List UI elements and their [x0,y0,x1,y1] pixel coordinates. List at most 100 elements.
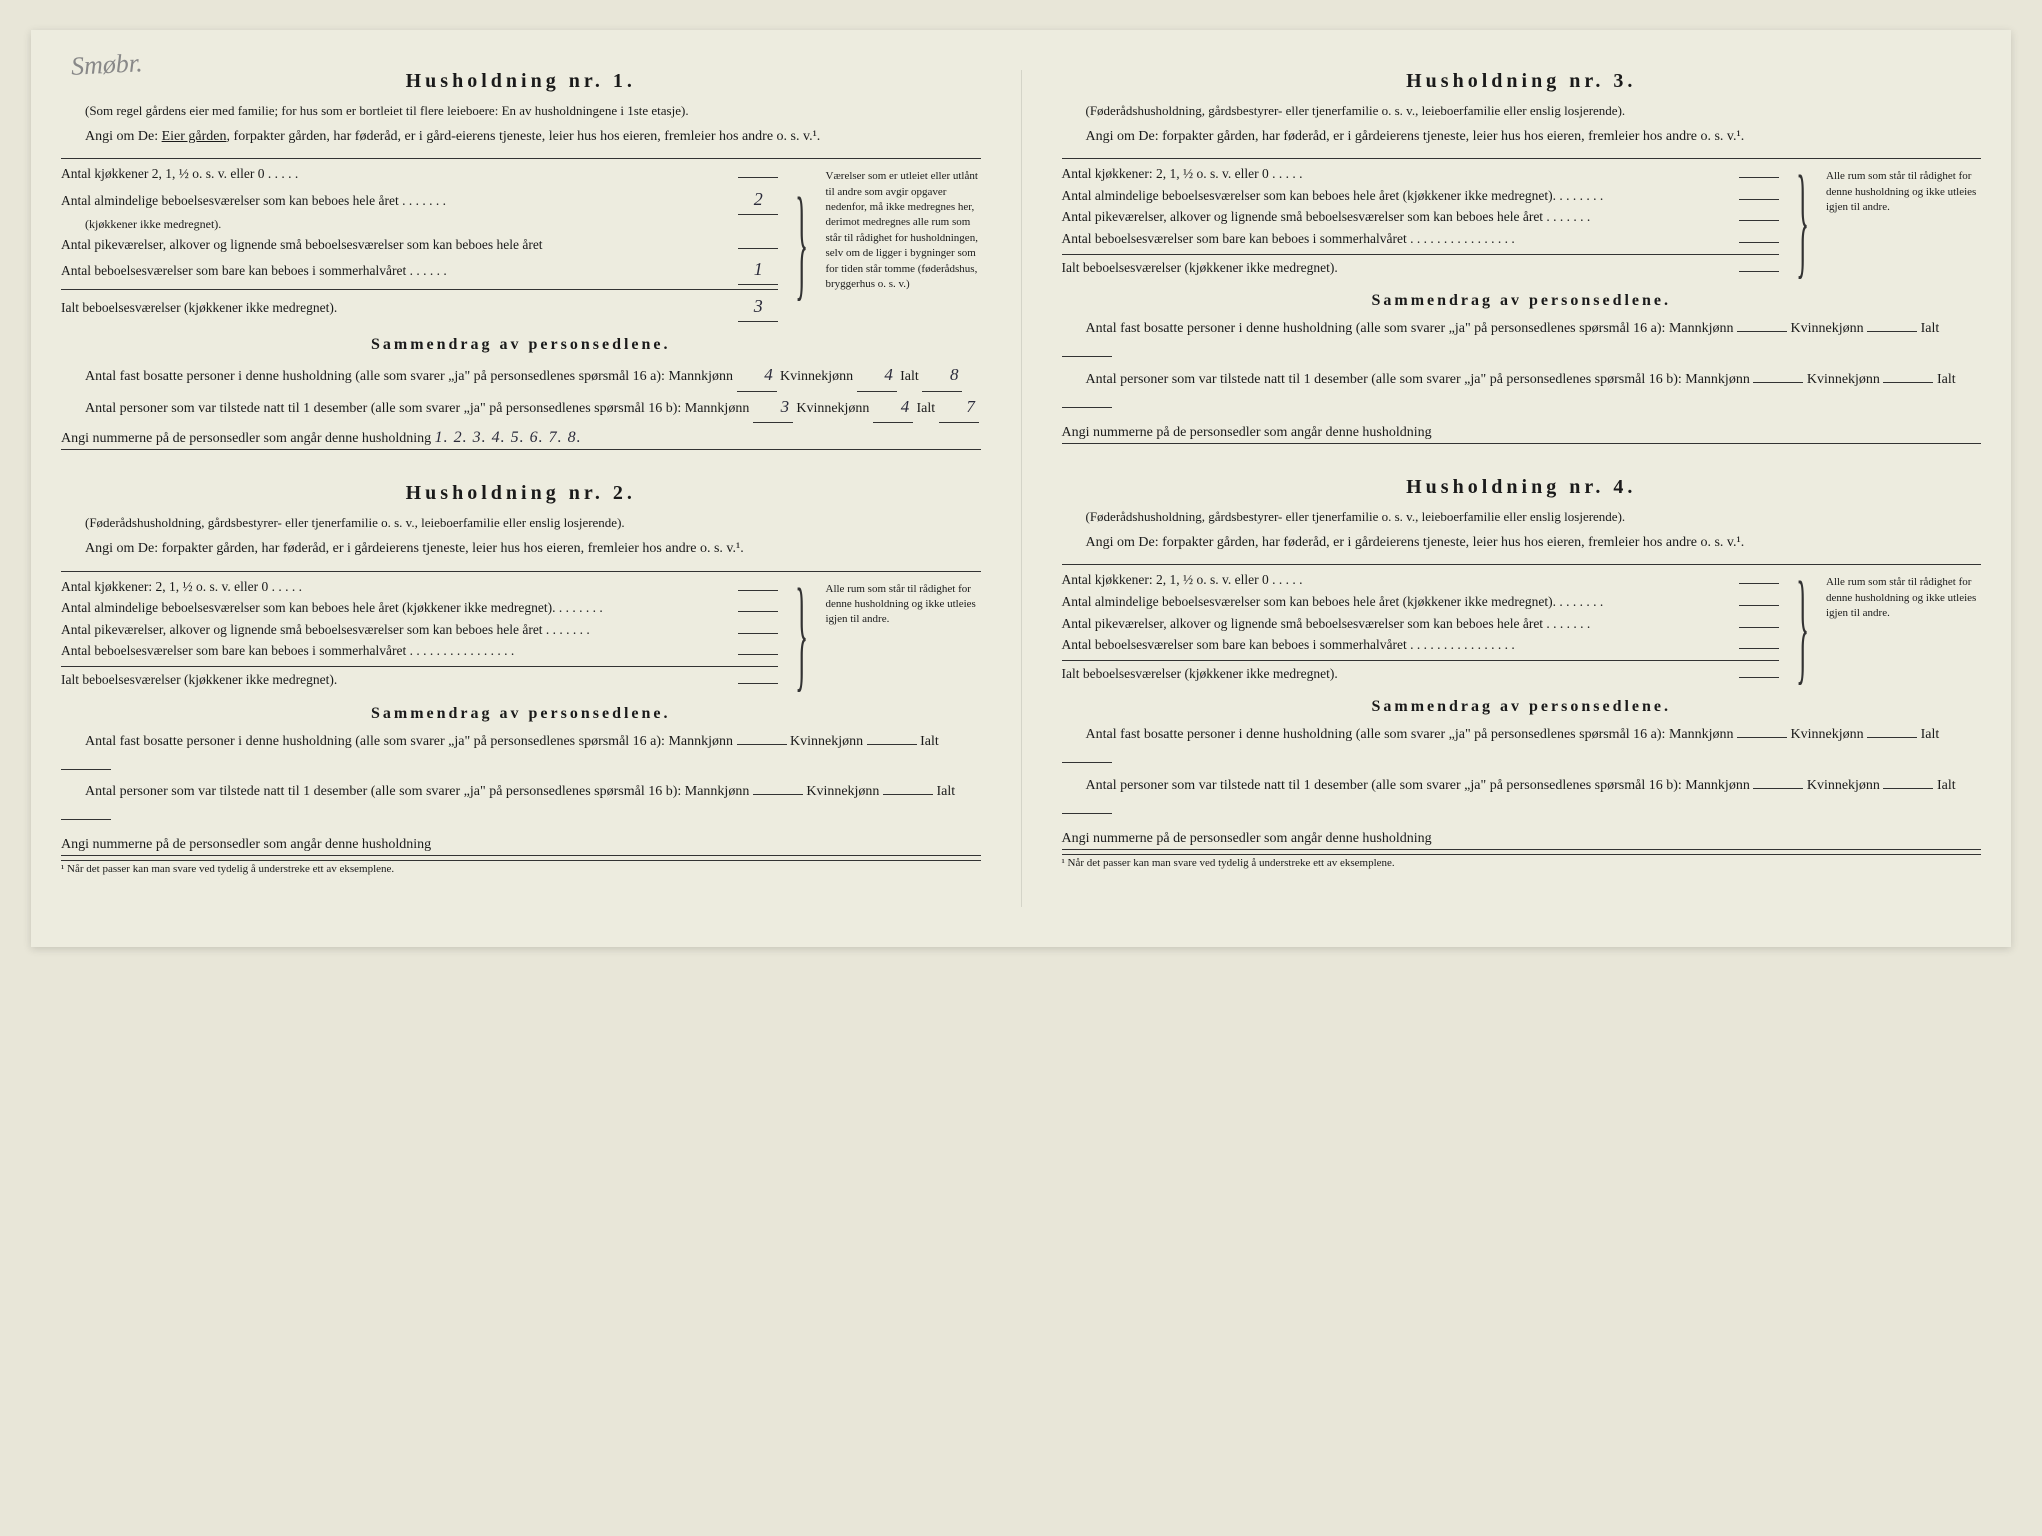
left-page: Smøbr. Husholdning nr. 1. (Som regel går… [61,70,981,907]
intro-text: (Føderådshusholdning, gårdsbestyrer- ell… [1062,507,1982,527]
summary-title: Sammendrag av personsedlene. [61,336,981,354]
sum16b-ialt-lbl: Ialt [916,401,935,416]
summary-16a: Antal fast bosatte personer i denne hush… [1062,316,1982,366]
intro-text: (Som regel gårdens eier med familie; for… [61,101,981,121]
angi-prefix: Angi om De: [85,129,158,144]
almindelige-value [1739,605,1779,606]
household-title: Husholdning nr. 4. [1062,476,1982,499]
almindelige-label: Antal almindelige beboelsesværelser som … [1062,591,1739,613]
angi-prefix: Angi om De: [1086,129,1159,144]
sum16b-k [1883,788,1933,789]
sommer-label: Antal beboelsesværelser som bare kan beb… [1062,228,1739,250]
angi-rest: forpakter gården, har føderåd, er i gård… [1162,129,1744,144]
ialt-label: Ialt beboelsesværelser (kjøkkener ikke m… [1062,663,1739,685]
household-3: Husholdning nr. 3. (Føderådshusholdning,… [1062,70,1982,444]
side-note: Alle rum som står til rådighet for denne… [1826,163,1981,215]
sum16a-ialt: 8 [922,360,962,392]
sum16a-mid: Kvinnekjønn [780,369,853,384]
sum16a-m [1737,331,1787,332]
sum16b-m: 3 [753,392,793,424]
sum16b-prefix: Antal personer som var tilstede natt til… [85,784,749,799]
sum16a-ialt-lbl: Ialt [900,369,919,384]
pike-value [738,633,778,634]
pike-value [1739,627,1779,628]
sum16a-ialt [1062,356,1112,357]
sum16a-mid: Kvinnekjønn [790,734,863,749]
almindelige-sub: (kjøkkener ikke medregnet). [61,215,778,234]
sum16a-ialt [61,769,111,770]
sum16a-ialt-lbl: Ialt [1921,321,1940,336]
numbers-line: Angi nummerne på de personsedler som ang… [61,835,981,856]
almindelige-label: Antal almindelige beboelsesværelser som … [61,190,738,212]
sum16b-m [1753,382,1803,383]
summary-16b: Antal personer som var tilstede natt til… [1062,773,1982,823]
room-section: Antal kjøkkener: 2, 1, ½ o. s. v. eller … [1062,564,1982,684]
brace-icon: } [795,186,808,299]
pike-value [1739,220,1779,221]
sum16b-ialt-lbl: Ialt [1937,778,1956,793]
household-2: Husholdning nr. 2. (Føderådshusholdning,… [61,482,981,875]
numbers-line: Angi nummerne på de personsedler som ang… [1062,423,1982,444]
side-note: Værelser som er utleiet eller utlånt til… [826,163,981,292]
sum16a-m [737,744,787,745]
angi-prefix: Angi om De: [85,541,158,556]
sum16b-mid: Kvinnekjønn [796,401,869,416]
pencil-annotation: Smøbr. [70,48,143,82]
sum16b-ialt: 7 [939,392,979,424]
sommer-value [1739,648,1779,649]
pike-label: Antal pikeværelser, alkover og lignende … [1062,613,1739,635]
angi-line: Angi om De: forpakter gården, har føderå… [1062,125,1982,149]
kjokkener-label: Antal kjøkkener: 2, 1, ½ o. s. v. eller … [1062,569,1739,591]
sum16b-mid: Kvinnekjønn [1807,372,1880,387]
brace-icon: } [795,576,808,689]
ialt-value: 3 [738,292,778,322]
intro-text: (Føderådshusholdning, gårdsbestyrer- ell… [1062,101,1982,121]
pike-label: Antal pikeværelser, alkover og lignende … [61,234,738,256]
sum16b-m [1753,788,1803,789]
sum16b-ialt [1062,813,1112,814]
sum16a-k [1867,737,1917,738]
sommer-label: Antal beboelsesværelser som bare kan beb… [61,260,738,282]
sum16a-ialt-lbl: Ialt [1921,727,1940,742]
sum16b-prefix: Antal personer som var tilstede natt til… [85,401,749,416]
kjokkener-label: Antal kjøkkener: 2, 1, ½ o. s. v. eller … [1062,163,1739,185]
sommer-value [1739,242,1779,243]
sum16a-prefix: Antal fast bosatte personer i denne hush… [1086,727,1734,742]
right-page: Husholdning nr. 3. (Føderådshusholdning,… [1062,70,1982,907]
ialt-value [1739,271,1779,272]
almindelige-value [738,611,778,612]
side-note: Alle rum som står til rådighet for denne… [1826,569,1981,621]
ialt-label: Ialt beboelsesværelser (kjøkkener ikke m… [1062,257,1739,279]
pike-label: Antal pikeværelser, alkover og lignende … [1062,206,1739,228]
sum16b-k [883,794,933,795]
kjokkener-value [1739,177,1779,178]
room-section: Antal kjøkkener 2, 1, ½ o. s. v. eller 0… [61,158,981,322]
sum16a-m [1737,737,1787,738]
sum16b-ialt [1062,407,1112,408]
sommer-label: Antal beboelsesværelser som bare kan beb… [1062,634,1739,656]
angi-answer-underlined: Eier gården [162,129,227,144]
sum16a-mid: Kvinnekjønn [1791,727,1864,742]
angi-line: Angi om De: Eier gården, forpakter gårde… [61,125,981,149]
sum16a-ialt [1062,762,1112,763]
room-section: Antal kjøkkener: 2, 1, ½ o. s. v. eller … [61,571,981,691]
numbers-line: Angi nummerne på de personsedler som ang… [1062,829,1982,850]
brace-icon: } [1796,570,1809,683]
kjokkener-value [738,590,778,591]
household-4: Husholdning nr. 4. (Føderådshusholdning,… [1062,476,1982,869]
sum16a-prefix: Antal fast bosatte personer i denne hush… [1086,321,1734,336]
numbers-value: 1. 2. 3. 4. 5. 6. 7. 8. [435,429,582,446]
sum16a-k [1867,331,1917,332]
kjokkener-value [1739,583,1779,584]
pike-value [738,248,778,249]
numbers-line: Angi nummerne på de personsedler som ang… [61,429,981,450]
sum16a-m: 4 [737,360,777,392]
summary-16b: Antal personer som var tilstede natt til… [61,779,981,829]
angi-line: Angi om De: forpakter gården, har føderå… [1062,531,1982,555]
household-title: Husholdning nr. 3. [1062,70,1982,93]
angi-line: Angi om De: forpakter gården, har føderå… [61,537,981,561]
household-title: Husholdning nr. 1. [61,70,981,93]
sum16b-mid: Kvinnekjønn [1807,778,1880,793]
summary-title: Sammendrag av personsedlene. [61,705,981,723]
room-list: Antal kjøkkener: 2, 1, ½ o. s. v. eller … [61,576,778,691]
